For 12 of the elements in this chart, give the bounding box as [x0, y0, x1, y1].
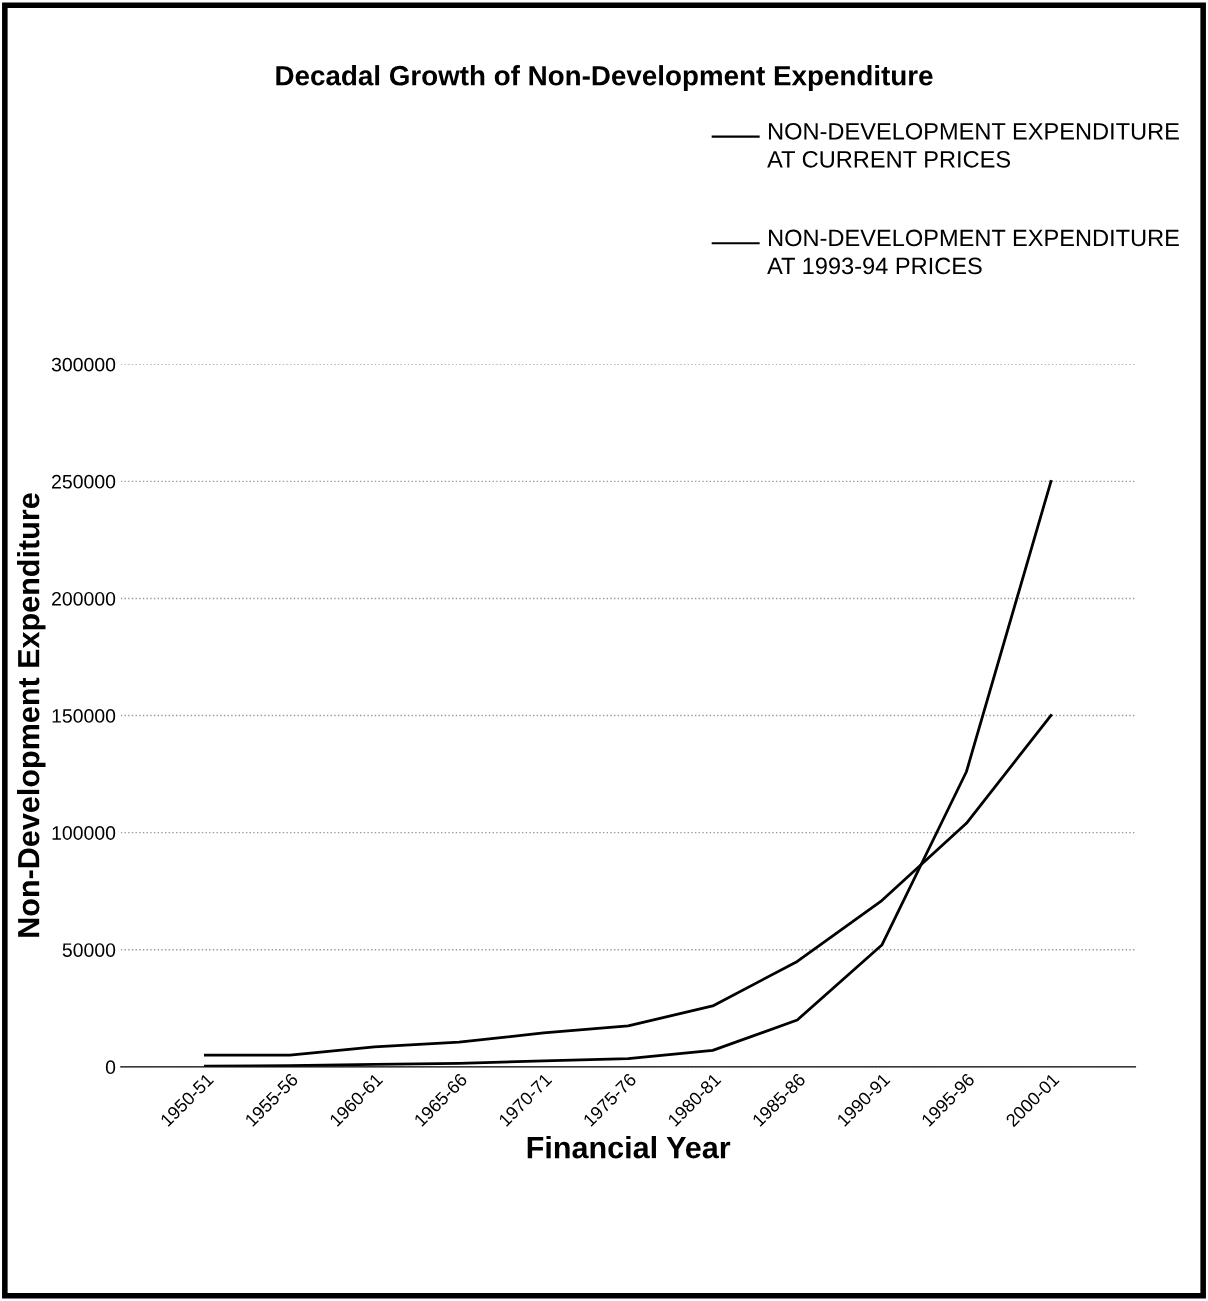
y-tick-label: 300000 [51, 357, 116, 372]
y-tick-label: 200000 [52, 591, 116, 606]
chart-title: Decadal Growth of Non-Development Expenditure [276, 65, 933, 92]
x-axis-title: Financial Year [527, 1135, 731, 1159]
y-tick-label: 50000 [62, 943, 116, 957]
y-tick-label: 150000 [52, 709, 116, 723]
legend-label: NON-DEVELOPMENT EXPENDITURE AT CURRENT PRICES [767, 122, 1179, 168]
y-tick-label: 0 [105, 1060, 116, 1075]
y-tick-label: 250000 [52, 474, 116, 489]
y-axis-title: Non-Development Expenditure [17, 493, 46, 937]
legend-label: NON-DEVELOPMENT EXPENDITURE AT 1993-94 PRICES [767, 229, 1179, 275]
y-tick-label: 100000 [52, 826, 116, 840]
